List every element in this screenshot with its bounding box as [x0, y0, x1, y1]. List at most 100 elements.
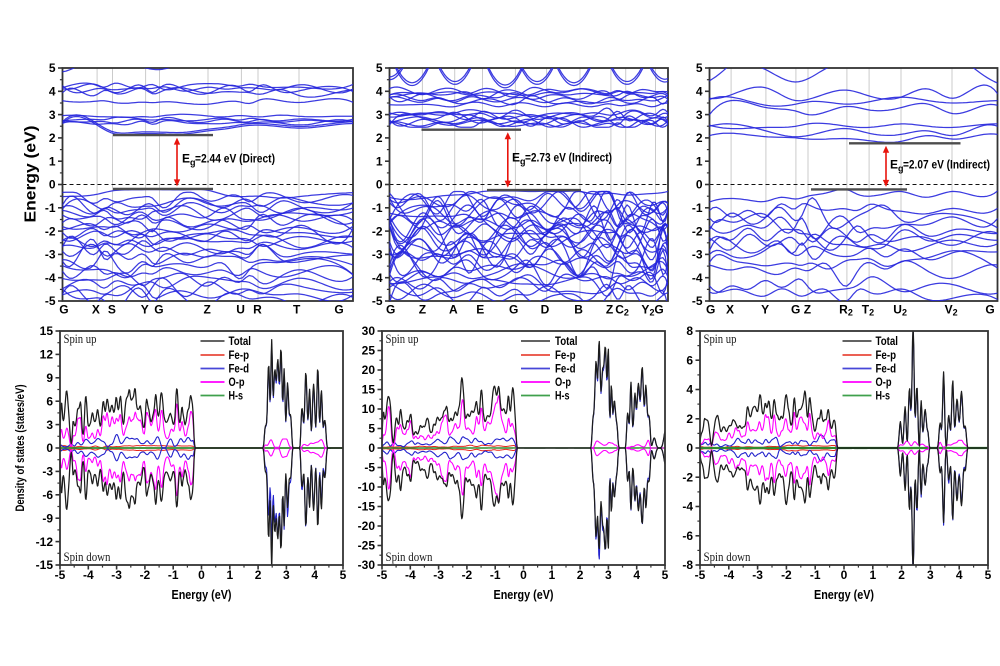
svg-text:-9: -9: [42, 511, 53, 525]
svg-text:-20: -20: [358, 519, 376, 533]
svg-text:1: 1: [49, 154, 56, 168]
svg-text:G: G: [154, 303, 163, 317]
svg-text:4: 4: [696, 85, 703, 99]
svg-text:-4: -4: [83, 568, 94, 582]
svg-text:Spin up: Spin up: [386, 332, 419, 346]
svg-text:S: S: [108, 303, 116, 317]
svg-text:g: g: [898, 164, 904, 174]
svg-text:5: 5: [662, 568, 669, 582]
svg-text:-2: -2: [45, 224, 56, 238]
svg-text:=2.44 eV (Direct): =2.44 eV (Direct): [195, 152, 275, 166]
svg-text:6: 6: [46, 394, 53, 408]
svg-text:-3: -3: [372, 248, 383, 262]
svg-text:X: X: [726, 303, 734, 317]
svg-text:Spin up: Spin up: [704, 332, 737, 346]
svg-text:-6: -6: [42, 488, 53, 502]
svg-text:5: 5: [368, 422, 375, 436]
svg-text:-5: -5: [377, 568, 388, 582]
svg-text:5: 5: [340, 568, 347, 582]
svg-text:Z: Z: [203, 303, 210, 317]
svg-text:15: 15: [40, 324, 54, 338]
svg-text:-4: -4: [405, 568, 416, 582]
svg-text:G: G: [509, 303, 518, 317]
svg-text:G: G: [59, 303, 68, 317]
svg-text:4: 4: [633, 568, 640, 582]
svg-text:Total: Total: [229, 336, 252, 348]
svg-text:-5: -5: [372, 294, 383, 308]
svg-text:-5: -5: [695, 568, 706, 582]
svg-text:G: G: [706, 303, 715, 317]
svg-text:-2: -2: [682, 470, 693, 484]
svg-text:Energy (eV): Energy (eV): [172, 587, 232, 602]
svg-text:-1: -1: [692, 201, 703, 215]
svg-text:-10: -10: [358, 480, 376, 494]
svg-text:20: 20: [362, 363, 376, 377]
svg-text:-4: -4: [692, 271, 703, 285]
svg-text:-12: -12: [36, 535, 54, 549]
svg-text:Spin up: Spin up: [64, 332, 97, 346]
svg-text:2: 2: [577, 568, 584, 582]
svg-text:Z: Z: [804, 303, 811, 317]
svg-text:30: 30: [362, 324, 376, 338]
svg-text:Fe-d: Fe-d: [555, 364, 576, 376]
svg-text:0: 0: [376, 178, 383, 192]
svg-text:-1: -1: [810, 568, 821, 582]
svg-text:0: 0: [368, 441, 375, 455]
svg-text:4: 4: [956, 568, 963, 582]
svg-text:6: 6: [686, 353, 693, 367]
svg-text:=2.73 eV (Indirect): =2.73 eV (Indirect): [525, 151, 612, 165]
svg-text:-4: -4: [723, 568, 734, 582]
svg-text:0: 0: [841, 568, 848, 582]
svg-text:-3: -3: [45, 248, 56, 262]
svg-text:H-s: H-s: [229, 391, 244, 403]
svg-text:-2: -2: [462, 568, 473, 582]
svg-text:2: 2: [696, 131, 703, 145]
svg-text:2: 2: [255, 568, 262, 582]
svg-text:Density of states (states/eV): Density of states (states/eV): [13, 385, 27, 512]
svg-text:-3: -3: [692, 248, 703, 262]
svg-text:-2: -2: [140, 568, 151, 582]
svg-text:-15: -15: [36, 558, 54, 572]
svg-text:-1: -1: [45, 201, 56, 215]
svg-text:-5: -5: [364, 461, 375, 475]
svg-text:Spin down: Spin down: [386, 550, 434, 564]
svg-text:Fe-d: Fe-d: [876, 364, 897, 376]
svg-text:Spin down: Spin down: [704, 550, 752, 564]
svg-text:-5: -5: [692, 294, 703, 308]
svg-text:2: 2: [898, 568, 905, 582]
svg-text:1: 1: [548, 568, 555, 582]
svg-text:1: 1: [376, 154, 383, 168]
svg-text:2: 2: [49, 131, 56, 145]
svg-text:9: 9: [46, 371, 53, 385]
svg-text:5: 5: [985, 568, 992, 582]
svg-text:4: 4: [311, 568, 318, 582]
svg-text:4: 4: [686, 383, 693, 397]
svg-text:-5: -5: [45, 294, 56, 308]
svg-text:Y: Y: [141, 303, 149, 317]
svg-text:0: 0: [686, 441, 693, 455]
svg-text:E: E: [182, 152, 190, 166]
svg-text:12: 12: [40, 348, 54, 362]
svg-text:E: E: [890, 158, 898, 172]
svg-text:G: G: [386, 303, 395, 317]
svg-text:O-p: O-p: [555, 377, 571, 389]
svg-text:G: G: [654, 303, 663, 317]
svg-text:Fe-p: Fe-p: [876, 350, 897, 362]
svg-text:R: R: [253, 303, 262, 317]
svg-text:5: 5: [49, 61, 56, 75]
svg-text:-2: -2: [372, 224, 383, 238]
svg-text:-3: -3: [42, 465, 53, 479]
svg-text:O-p: O-p: [876, 377, 892, 389]
svg-text:Spin down: Spin down: [64, 550, 112, 564]
svg-text:-15: -15: [358, 500, 376, 514]
svg-text:=2.07 eV (Indirect): =2.07 eV (Indirect): [903, 158, 990, 172]
svg-text:1: 1: [696, 154, 703, 168]
svg-text:-4: -4: [682, 500, 693, 514]
svg-text:-8: -8: [682, 558, 693, 572]
svg-text:-1: -1: [490, 568, 501, 582]
svg-text:3: 3: [696, 108, 703, 122]
svg-text:-5: -5: [55, 568, 66, 582]
svg-text:-25: -25: [358, 539, 376, 553]
svg-text:B: B: [574, 303, 583, 317]
svg-text:X: X: [92, 303, 100, 317]
